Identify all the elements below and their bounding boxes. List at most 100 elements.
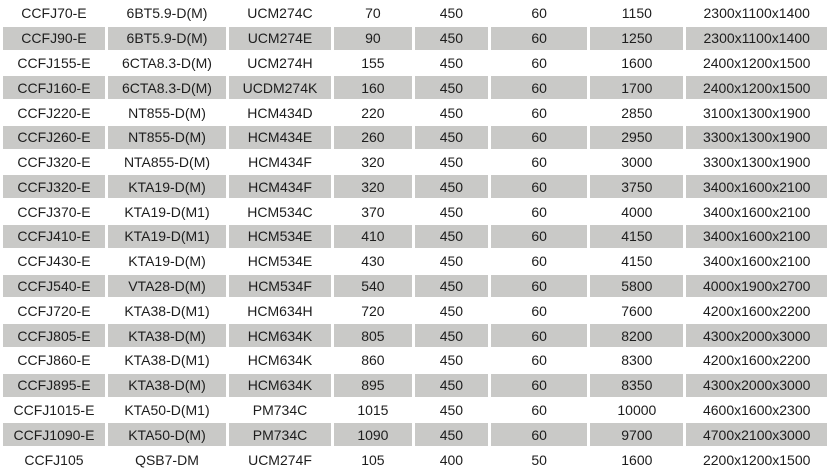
table-cell: 260 [333, 125, 412, 149]
table-cell: 4700x2100x3000 [686, 423, 827, 447]
table-cell: 50 [490, 448, 588, 471]
table-row: CCFJ320-E KTA19-D(M) HCM434F 320 450 60 3750 34… [3, 175, 827, 199]
table-cell: KTA50-D(M1) [107, 398, 226, 422]
table-cell: 450 [414, 26, 488, 50]
table-cell: 105 [333, 448, 412, 471]
table-cell: 450 [414, 373, 488, 397]
table-cell: HCM634H [229, 299, 331, 323]
table-row: CCFJ1090-E KTA50-D(M) PM734C 1090 450 60 9700 4… [3, 423, 827, 447]
table-cell: 10000 [590, 398, 684, 422]
table-row: CCFJ105 QSB7-DM UCM274F 105 400 50 1600 2200x12… [3, 448, 827, 471]
table-row: CCFJ260-E NT855-D(M) HCM434E 260 450 60 2950 33… [3, 125, 827, 149]
table-cell: 3750 [590, 175, 684, 199]
table-cell: CCFJ1090-E [3, 423, 105, 447]
table-cell: 2400x1200x1500 [686, 76, 827, 100]
table-cell: 8350 [590, 373, 684, 397]
table-cell: 450 [414, 175, 488, 199]
table-cell: 6CTA8.3-D(M) [107, 51, 226, 75]
table-cell: HCM434F [229, 175, 331, 199]
table-cell: 450 [414, 200, 488, 224]
table-cell: HCM434D [229, 101, 331, 124]
table-cell: 4000x1900x2700 [686, 274, 827, 298]
table-cell: 60 [490, 423, 588, 447]
table-cell: 1250 [590, 26, 684, 50]
table-cell: 450 [414, 51, 488, 75]
table-cell: NTA855-D(M) [107, 150, 226, 174]
table-cell: CCFJ220-E [3, 101, 105, 124]
table-row: CCFJ220-E NT855-D(M) HCM434D 220 450 60 2850 31… [3, 101, 827, 124]
table-cell: 3400x1600x2100 [686, 175, 827, 199]
table-cell: 540 [333, 274, 412, 298]
table-cell: 60 [490, 274, 588, 298]
table-cell: 60 [490, 373, 588, 397]
table-cell: 450 [414, 398, 488, 422]
table-cell: 4300x2000x3000 [686, 324, 827, 347]
table-cell: 60 [490, 76, 588, 100]
table-cell: 450 [414, 423, 488, 447]
table-cell: CCFJ1015-E [3, 398, 105, 422]
table-cell: 5800 [590, 274, 684, 298]
table-cell: 160 [333, 76, 412, 100]
table-cell: 8200 [590, 324, 684, 347]
table-cell: CCFJ860-E [3, 348, 105, 372]
table-cell: CCFJ320-E [3, 175, 105, 199]
table-cell: 320 [333, 175, 412, 199]
table-row: CCFJ895-E KTA38-D(M) HCM634K 895 450 60 8350 43… [3, 373, 827, 397]
table-row: CCFJ155-E 6CTA8.3-D(M) UCM274H 155 450 60 1600… [3, 51, 827, 75]
table-cell: 450 [414, 249, 488, 273]
table-cell: PM734C [229, 398, 331, 422]
table-cell: KTA38-D(M1) [107, 299, 226, 323]
table-cell: CCFJ90-E [3, 26, 105, 50]
table-cell: NT855-D(M) [107, 101, 226, 124]
table-cell: PM734C [229, 423, 331, 447]
table-cell: CCFJ260-E [3, 125, 105, 149]
table-cell: 60 [490, 324, 588, 347]
table-cell: 860 [333, 348, 412, 372]
table-row: CCFJ540-E VTA28-D(M) HCM534F 540 450 60 5800 40… [3, 274, 827, 298]
table-cell: KTA38-D(M) [107, 373, 226, 397]
table-cell: 60 [490, 175, 588, 199]
table-row: CCFJ320-E NTA855-D(M) HCM434F 320 450 60 3000 3… [3, 150, 827, 174]
table-cell: 2850 [590, 101, 684, 124]
table-cell: 430 [333, 249, 412, 273]
table-cell: HCM534E [229, 225, 331, 248]
table-cell: 370 [333, 200, 412, 224]
table-cell: 4000 [590, 200, 684, 224]
table-cell: 2300x1100x1400 [686, 26, 827, 50]
table-cell: 450 [414, 76, 488, 100]
table-cell: HCM434E [229, 125, 331, 149]
table-cell: 4300x2000x3000 [686, 373, 827, 397]
table-cell: CCFJ430-E [3, 249, 105, 273]
table-row: CCFJ430-E KTA19-D(M) HCM534E 430 450 60 4150 34… [3, 249, 827, 273]
table-cell: HCM634K [229, 373, 331, 397]
table-cell: 1600 [590, 448, 684, 471]
table-cell: 60 [490, 200, 588, 224]
table-cell: HCM534C [229, 200, 331, 224]
table-cell: 90 [333, 26, 412, 50]
table-cell: CCFJ105 [3, 448, 105, 471]
table-cell: 60 [490, 2, 588, 25]
table-cell: CCFJ70-E [3, 2, 105, 25]
table-cell: 3400x1600x2100 [686, 249, 827, 273]
table-row: CCFJ370-E KTA19-D(M1) HCM534C 370 450 60 4000 3… [3, 200, 827, 224]
table-cell: 60 [490, 398, 588, 422]
table-cell: 895 [333, 373, 412, 397]
table-cell: NT855-D(M) [107, 125, 226, 149]
table-cell: KTA50-D(M) [107, 423, 226, 447]
table-cell: CCFJ540-E [3, 274, 105, 298]
table-cell: 2200x1200x1500 [686, 448, 827, 471]
table-cell: 7600 [590, 299, 684, 323]
table-row: CCFJ720-E KTA38-D(M1) HCM634H 720 450 60 7600 4… [3, 299, 827, 323]
table-cell: 4200x1600x2200 [686, 348, 827, 372]
spec-table-body: CCFJ70-E 6BT5.9-D(M) UCM274C 70 450 60 1150 230… [3, 2, 827, 471]
table-cell: UCM274E [229, 26, 331, 50]
table-cell: HCM434F [229, 150, 331, 174]
table-row: CCFJ805-E KTA38-D(M) HCM634K 805 450 60 8200 43… [3, 324, 827, 347]
table-cell: 450 [414, 125, 488, 149]
table-cell: KTA38-D(M) [107, 324, 226, 347]
table-cell: 60 [490, 26, 588, 50]
table-cell: CCFJ370-E [3, 200, 105, 224]
table-cell: 6BT5.9-D(M) [107, 26, 226, 50]
table-row: CCFJ1015-E KTA50-D(M1) PM734C 1015 450 60 1000… [3, 398, 827, 422]
table-cell: CCFJ410-E [3, 225, 105, 248]
